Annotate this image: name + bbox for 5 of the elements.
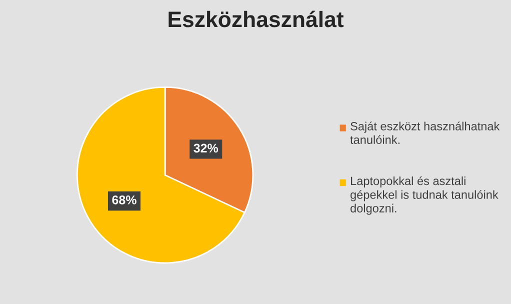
chart-title: Eszközhasználat — [168, 10, 344, 28]
data-label: 32% — [194, 144, 218, 153]
data-label: 68% — [112, 196, 136, 204]
legend-label: Laptopokkal és asztali gépekkel is tudnak tanulóink dolgozni. — [350, 176, 498, 215]
legend-label: Saját eszközt használhatnak tanulóink. — [350, 122, 500, 144]
